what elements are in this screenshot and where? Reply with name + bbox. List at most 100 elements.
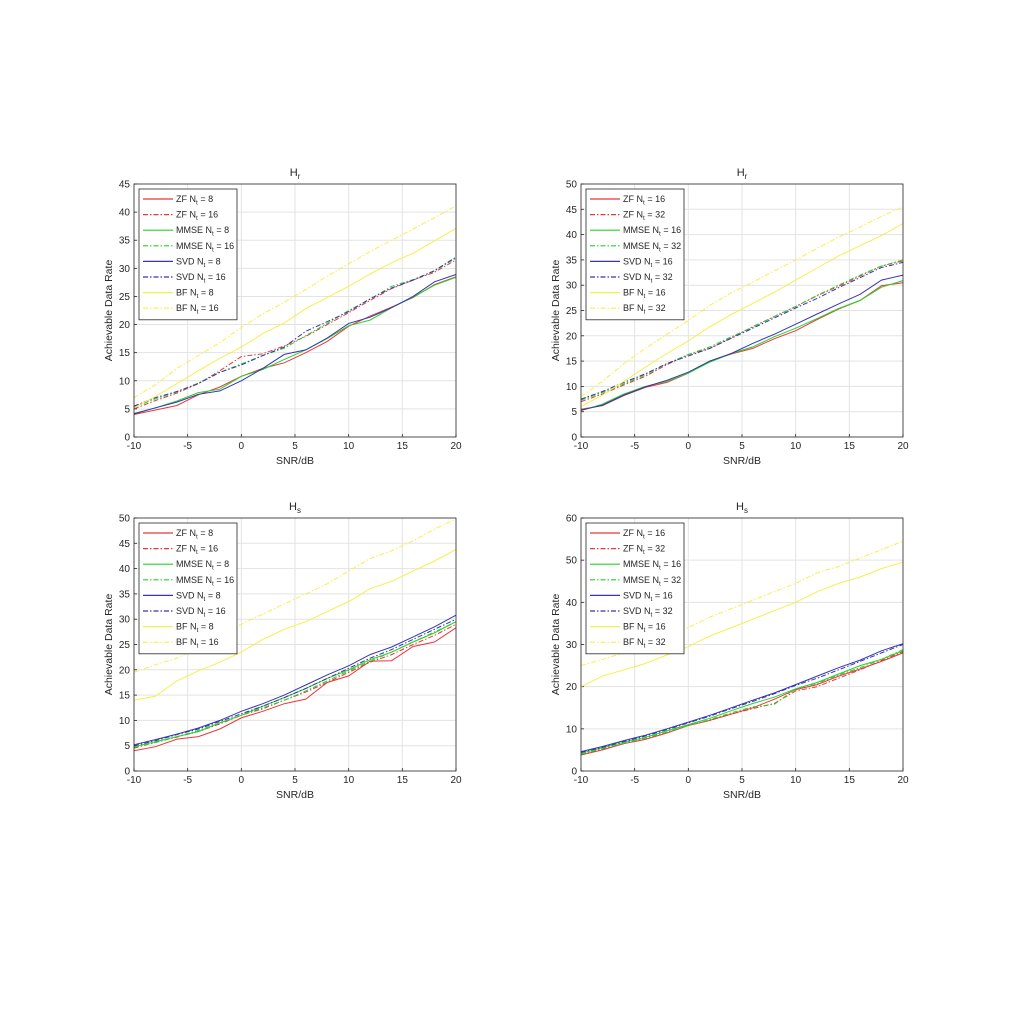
legend-entry-suffix: = 32 [645, 210, 665, 220]
legend-entry: SVD Nt = 16 [623, 256, 673, 269]
x-tick-label: -5 [630, 441, 639, 452]
legend-entry-suffix: = 16 [198, 303, 218, 313]
legend-entry-subscript: t [204, 278, 206, 285]
legend-entry-suffix: = 8 [198, 288, 213, 298]
legend-entry-name: BF N [176, 622, 197, 632]
legend-entry-suffix: = 16 [645, 622, 665, 632]
series-line-zf-solid [133, 627, 457, 752]
legend-entry: MMSE Nt = 8 [176, 225, 229, 238]
x-tick-label: 15 [397, 441, 409, 452]
y-tick-label: 40 [119, 564, 131, 575]
legend-entry: ZF Nt = 8 [176, 194, 213, 207]
y-tick-label: 0 [124, 433, 130, 444]
legend-entry-subscript: t [212, 565, 214, 572]
x-axis-label: SNR/dB [276, 455, 314, 467]
y-tick-label: 35 [119, 236, 131, 247]
legend-entry-subscript: t [197, 643, 199, 650]
series-line-mmse-solid [580, 280, 904, 412]
y-tick-label: 0 [124, 767, 130, 778]
y-tick-label: 5 [571, 407, 577, 418]
legend-entry: ZF Nt = 16 [623, 528, 665, 541]
chart-title-subscript: s [297, 506, 301, 515]
series-line-svd-dashdot [580, 644, 904, 753]
legend-entry-name: ZF N [623, 544, 643, 554]
y-tick-label: 15 [119, 691, 131, 702]
legend-entry: ZF Nt = 8 [176, 528, 213, 541]
legend-entry-subscript: t [651, 596, 653, 603]
series-line-svd-solid [133, 614, 457, 746]
y-tick-label: 20 [119, 665, 131, 676]
x-tick-label: 0 [239, 775, 245, 786]
legend-entry-subscript: t [204, 262, 206, 269]
y-tick-label: 30 [119, 615, 131, 626]
legend-entry-subscript: t [643, 215, 645, 222]
x-tick-label: -10 [574, 441, 589, 452]
legend-entry: ZF Nt = 16 [176, 544, 218, 557]
legend-entry-name: MMSE N [623, 241, 659, 251]
legend-entry: ZF Nt = 16 [623, 194, 665, 207]
legend-box [585, 522, 685, 655]
legend-entry-name: ZF N [623, 194, 643, 204]
legend-entry-subscript: t [643, 200, 645, 207]
legend-entry-suffix: = 8 [198, 528, 213, 538]
y-tick-label: 15 [566, 357, 578, 368]
chart-title: Hs [736, 501, 748, 515]
legend-entry: SVD Nt = 16 [176, 606, 226, 619]
legend-entry: ZF Nt = 16 [176, 210, 218, 223]
x-tick-label: 10 [343, 775, 355, 786]
legend-entry-name: MMSE N [176, 225, 212, 235]
legend-entry: SVD Nt = 16 [176, 272, 226, 285]
y-axis-label: Achievable Data Rate [103, 260, 115, 362]
y-tick-label: 15 [119, 348, 131, 359]
legend-entry: SVD Nt = 32 [623, 272, 673, 285]
x-axis-label: SNR/dB [723, 455, 761, 467]
x-tick-label: 15 [844, 441, 856, 452]
series-line-svd-solid [133, 274, 457, 415]
x-tick-label: 15 [397, 775, 409, 786]
x-tick-label: 20 [897, 441, 909, 452]
legend-entry-subscript: t [643, 534, 645, 541]
y-tick-label: 5 [124, 404, 130, 415]
y-tick-label: 20 [566, 682, 578, 693]
legend-entry-suffix: = 32 [645, 303, 665, 313]
chart-title-main: H [737, 167, 745, 179]
series-line-bf-solid [580, 561, 904, 688]
legend-entry: SVD Nt = 8 [176, 256, 221, 269]
y-tick-label: 45 [119, 180, 131, 191]
y-axis-label: Achievable Data Rate [103, 594, 115, 696]
legend-entry-suffix: = 16 [645, 528, 665, 538]
legend-entry-name: BF N [623, 288, 644, 298]
y-tick-label: 5 [124, 741, 130, 752]
chart-panel-1: -10 -5 0 5 10 15 20 0 5 10 15 20 25 30 35 40 45 Hr SNR/dB A… [103, 167, 462, 467]
series-line-svd-solid [580, 274, 904, 411]
legend-entry: MMSE Nt = 16 [623, 559, 681, 572]
legend-entry-subscript: t [651, 612, 653, 619]
x-tick-label: 5 [292, 775, 298, 786]
legend-entry-name: MMSE N [176, 575, 212, 585]
legend-entry-suffix: = 32 [652, 272, 672, 282]
x-tick-label: 20 [450, 441, 462, 452]
legend-entry-suffix: = 32 [661, 241, 681, 251]
y-tick-label: 50 [119, 514, 131, 525]
chart-title-subscript: r [298, 172, 301, 181]
legend-entry-subscript: t [659, 231, 661, 238]
legend-entry: MMSE Nt = 32 [623, 575, 681, 588]
legend-entry-suffix: = 16 [645, 194, 665, 204]
series-line-mmse-dashdot [580, 259, 904, 401]
legend-entry-suffix: = 8 [205, 256, 220, 266]
legend-entry-name: BF N [176, 288, 197, 298]
legend-entry-name: MMSE N [176, 559, 212, 569]
x-axis-label: SNR/dB [723, 789, 761, 801]
y-axis-label: Achievable Data Rate [550, 594, 562, 696]
y-tick-label: 20 [119, 320, 131, 331]
legend-entry-name: ZF N [623, 210, 643, 220]
legend-entry-name: SVD N [623, 256, 651, 266]
y-tick-label: 30 [566, 281, 578, 292]
x-tick-label: -5 [183, 775, 192, 786]
series-line-zf-solid [580, 652, 904, 756]
x-tick-label: 0 [239, 441, 245, 452]
chart-title-subscript: r [745, 172, 748, 181]
legend-entry: MMSE Nt = 16 [623, 225, 681, 238]
legend-entry: BF Nt = 16 [176, 637, 219, 650]
